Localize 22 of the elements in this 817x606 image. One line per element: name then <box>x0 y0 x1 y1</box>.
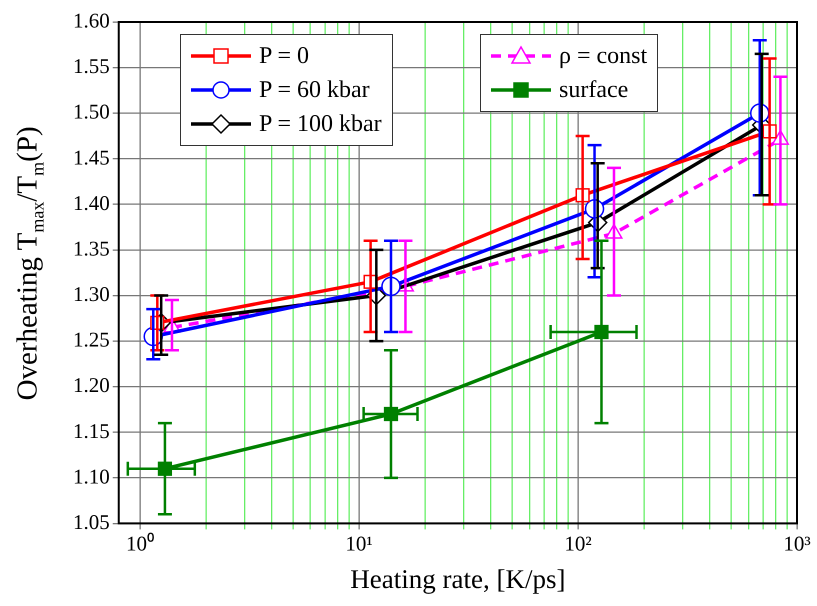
x-tick-label: 10⁰ <box>126 532 154 556</box>
legend-label: surface <box>559 76 628 104</box>
y-tick-label: 1.20 <box>73 373 110 398</box>
legend-label: P = 100 kbar <box>259 110 382 138</box>
x-axis-title: Heating rate, [K/ps] <box>350 564 566 594</box>
legend-label: P = 60 kbar <box>259 76 370 104</box>
y-tick-label: 1.25 <box>73 328 110 352</box>
y-tick-label: 1.55 <box>73 54 110 78</box>
y-tick-label: 1.35 <box>73 236 110 260</box>
legend-label: ρ = const <box>559 42 648 70</box>
y-tick-label: 1.40 <box>73 190 110 215</box>
y-tick-label: 1.45 <box>73 145 110 170</box>
x-tick-label: 10³ <box>783 532 811 556</box>
y-tick-label: 1.60 <box>73 8 110 33</box>
y-tick-label: 1.30 <box>73 282 110 306</box>
x-tick-label: 10² <box>564 532 592 556</box>
y-tick-label: 1.10 <box>73 464 110 488</box>
y-tick-label: 1.15 <box>73 418 110 443</box>
legend-label: P = 0 <box>259 42 309 70</box>
y-tick-label: 1.05 <box>73 510 110 534</box>
y-tick-label: 1.50 <box>73 100 110 124</box>
x-tick-label: 10¹ <box>345 532 373 556</box>
